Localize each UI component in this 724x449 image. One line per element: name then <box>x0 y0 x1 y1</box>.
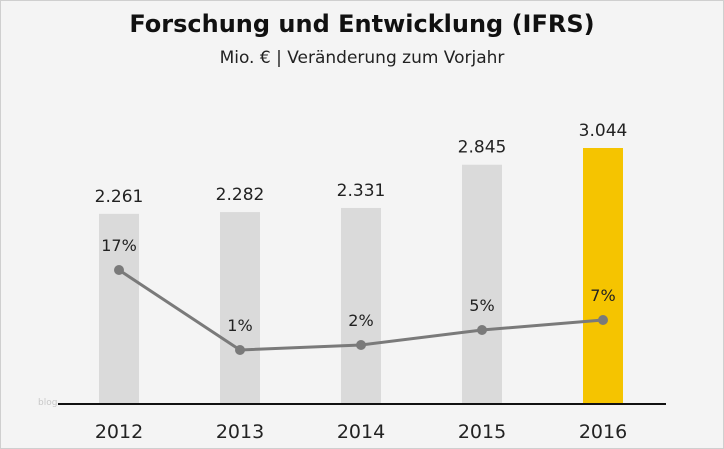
chart-title: Forschung und Entwicklung (IFRS) <box>129 10 595 38</box>
bar-value-label-2013: 2.282 <box>216 185 265 205</box>
growth-point-2015 <box>477 325 487 335</box>
x-tick-label-2012: 2012 <box>95 421 143 443</box>
growth-point-2016 <box>598 315 608 325</box>
growth-point-2013 <box>235 345 245 355</box>
bar-value-label-2014: 2.331 <box>337 181 386 201</box>
growth-label-2012: 17% <box>101 236 137 255</box>
bar-2012 <box>99 213 139 404</box>
x-tick-label-2015: 2015 <box>458 421 506 443</box>
bar-2015 <box>462 164 502 404</box>
chart-subtitle: Mio. € | Veränderung zum Vorjahr <box>219 48 505 68</box>
growth-point-2012 <box>114 265 124 275</box>
growth-label-2016: 7% <box>590 286 615 305</box>
bar-value-label-2015: 2.845 <box>458 138 507 158</box>
growth-label-2013: 1% <box>227 316 252 335</box>
bar-2013 <box>220 212 260 404</box>
bar-value-label-2016: 3.044 <box>579 121 628 141</box>
x-tick-label-2013: 2013 <box>216 421 264 443</box>
bar-2014 <box>341 207 381 404</box>
bar-value-label-2012: 2.261 <box>95 187 144 207</box>
x-tick-label-2014: 2014 <box>337 421 385 443</box>
x-tick-label-2016: 2016 <box>579 421 627 443</box>
bar-2016 <box>583 147 623 404</box>
growth-point-2014 <box>356 340 366 350</box>
growth-label-2014: 2% <box>348 311 373 330</box>
watermark: blog <box>38 398 58 408</box>
growth-label-2015: 5% <box>469 296 494 315</box>
